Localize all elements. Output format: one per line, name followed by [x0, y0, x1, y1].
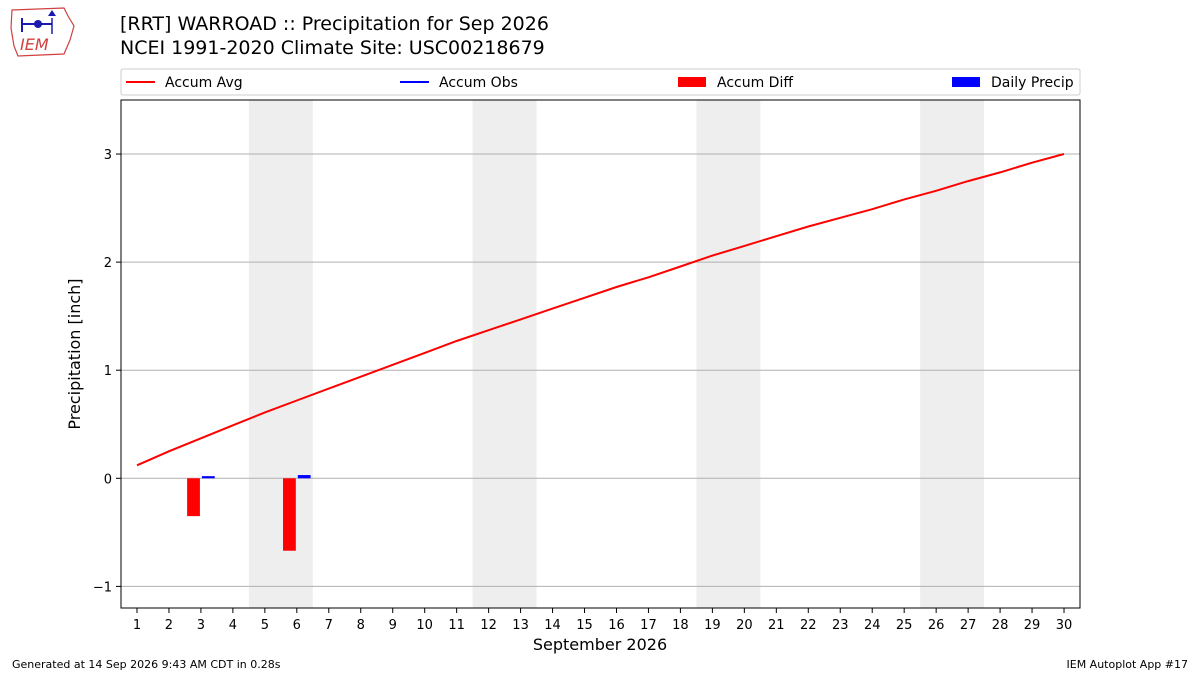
plot-frame	[120, 99, 1081, 609]
x-tick-label: 15	[576, 618, 593, 633]
chart-title: [RRT] WARROAD :: Precipitation for Sep 2…	[120, 13, 549, 35]
logo-text: IEM	[20, 35, 49, 54]
x-tick-label: 22	[800, 618, 817, 633]
legend-label: Accum Diff	[717, 75, 793, 91]
iowa-outline-icon	[10, 7, 75, 57]
x-tick-label: 28	[992, 618, 1009, 633]
x-tick-label: 20	[736, 618, 753, 633]
legend-label: Daily Precip	[991, 75, 1074, 91]
y-tick-label: −1	[93, 580, 112, 595]
weekend-band	[696, 100, 761, 608]
x-tick-label: 13	[512, 618, 529, 633]
x-tick-label: 14	[544, 618, 561, 633]
x-tick-label: 19	[704, 618, 721, 633]
x-tick-label: 21	[768, 618, 785, 633]
legend: Accum Avg Accum Obs Accum Diff Daily Precip	[120, 68, 1081, 96]
x-tick-label: 8	[357, 618, 365, 633]
x-tick-label: 2	[165, 618, 173, 633]
accum-diff-bar	[187, 478, 200, 517]
x-tick-label: 9	[389, 618, 397, 633]
iem-logo: IEM	[8, 6, 80, 58]
daily-precip-bar	[297, 475, 311, 479]
y-tick-label: 2	[104, 256, 112, 271]
x-tick-label: 11	[448, 618, 465, 633]
x-tick-label: 17	[640, 618, 657, 633]
legend-bar-swatch	[678, 77, 706, 87]
x-tick-label: 12	[480, 618, 497, 633]
legend-box	[120, 68, 1081, 96]
accum-avg-line	[136, 153, 1065, 467]
x-tick-label: 26	[928, 618, 945, 633]
x-tick-label: 27	[960, 618, 977, 633]
x-tick-label: 25	[896, 618, 913, 633]
footer-generated-text: Generated at 14 Sep 2026 9:43 AM CDT in …	[12, 658, 281, 671]
x-tick-label: 30	[1056, 618, 1073, 633]
weekend-shading	[248, 100, 985, 608]
legend-label: Accum Avg	[165, 75, 243, 91]
x-tick-label: 29	[1024, 618, 1041, 633]
y-tick-label: 3	[104, 148, 112, 163]
y-axis-label: Precipitation [inch]	[65, 278, 84, 429]
footer-app-text: IEM Autoplot App #17	[1066, 658, 1189, 671]
y-tick-label: 1	[104, 364, 112, 379]
x-axis: 1 2 3 4 5 6 7 8 9 10 11 12 13 14 15 16 17 18 19 20 21 22 23 24 2…	[133, 608, 1072, 633]
x-tick-label: 1	[133, 618, 141, 633]
x-tick-label: 18	[672, 618, 689, 633]
y-tick-label: 0	[104, 472, 112, 487]
weekend-band	[248, 100, 313, 608]
x-tick-label: 4	[229, 618, 237, 633]
y-axis: −1 0 1 2 3	[93, 148, 121, 595]
daily-precip-bar	[201, 476, 215, 479]
x-tick-label: 16	[608, 618, 625, 633]
bars-layer	[187, 475, 311, 551]
x-tick-label: 10	[416, 618, 433, 633]
x-tick-label: 5	[261, 618, 269, 633]
x-tick-label: 6	[293, 618, 301, 633]
legend-label: Accum Obs	[439, 75, 518, 91]
x-tick-label: 3	[197, 618, 205, 633]
accum-diff-bar	[283, 478, 296, 551]
x-tick-label: 24	[864, 618, 881, 633]
x-tick-label: 23	[832, 618, 849, 633]
x-tick-label: 7	[325, 618, 333, 633]
grid-lines	[121, 153, 1080, 587]
lines-layer	[136, 153, 1065, 467]
x-axis-label: September 2026	[533, 635, 667, 654]
weekend-band	[472, 100, 537, 608]
chart-subtitle: NCEI 1991-2020 Climate Site: USC00218679	[120, 37, 545, 59]
weekend-band	[920, 100, 985, 608]
legend-bar-swatch	[952, 77, 980, 87]
